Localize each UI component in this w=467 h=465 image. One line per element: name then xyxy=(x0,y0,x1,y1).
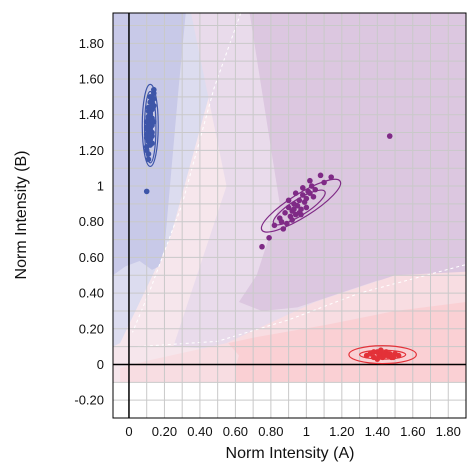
x-axis-label: Norm Intensity (A) xyxy=(226,445,355,462)
decision-region-4 xyxy=(238,13,466,311)
x-tick-label: 0.20 xyxy=(152,424,177,439)
data-point-series-1 xyxy=(321,179,327,186)
x-tick-label: 1.20 xyxy=(329,424,354,439)
data-point-series-1 xyxy=(310,193,317,200)
data-point-series-1 xyxy=(303,195,310,202)
x-tick-label: 1.40 xyxy=(365,424,390,439)
y-tick-label: 0.40 xyxy=(79,286,104,301)
data-point-series-1 xyxy=(300,192,306,198)
data-point-series-1 xyxy=(307,177,313,184)
data-point-series-0 xyxy=(147,99,154,106)
data-point-series-0 xyxy=(150,86,157,93)
data-point-series-1 xyxy=(289,217,295,223)
data-point-series-1 xyxy=(278,218,285,225)
x-tick-label: 0.60 xyxy=(223,424,248,439)
data-point-series-1 xyxy=(317,172,324,179)
data-point-series-1 xyxy=(308,183,315,189)
data-point-series-0 xyxy=(145,151,152,157)
data-point-series-1 xyxy=(280,226,287,232)
data-point-series-1 xyxy=(266,235,272,241)
data-point-series-1 xyxy=(296,197,303,204)
grid-lines xyxy=(113,13,467,418)
data-point-series-2 xyxy=(390,354,397,361)
data-point-series-0 xyxy=(147,110,154,116)
data-point-series-1 xyxy=(300,185,306,191)
data-point-series-1 xyxy=(386,133,393,139)
data-point-series-0 xyxy=(149,115,155,122)
data-point-series-2 xyxy=(378,347,384,354)
y-tick-label: 1.20 xyxy=(79,143,104,158)
data-point-series-1 xyxy=(328,174,334,180)
x-tick-labels: 0 0.20 0.40 0.60 0.80 1 1.20 1.40 1.60 1.80 xyxy=(125,424,461,439)
data-point-series-2 xyxy=(395,352,402,359)
data-point-series-1 xyxy=(298,211,304,218)
y-tick-label: 1.80 xyxy=(79,36,104,51)
y-tick-label: 1.40 xyxy=(79,107,104,122)
y-axis-label: Norm Intensity (B) xyxy=(13,151,30,280)
data-point-series-2 xyxy=(374,356,381,362)
data-point-series-0 xyxy=(145,122,152,129)
data-point-series-0 xyxy=(147,133,154,139)
data-point-series-1 xyxy=(285,204,292,211)
confidence-ellipse-5 xyxy=(348,345,417,365)
data-point-series-1 xyxy=(284,220,290,227)
data-point-series-1 xyxy=(307,190,313,196)
decision-region-6 xyxy=(228,302,466,383)
data-point-series-0 xyxy=(145,104,152,111)
data-point-series-2 xyxy=(370,349,377,355)
x-tick-label: 0 xyxy=(125,424,132,439)
y-tick-label: 0.20 xyxy=(79,321,104,336)
data-point-series-1 xyxy=(285,197,292,204)
data-point-series-0 xyxy=(147,142,154,148)
data-point-series-1 xyxy=(271,222,278,229)
y-tick-label: 1 xyxy=(97,179,104,194)
data-point-series-1 xyxy=(291,206,297,213)
y-tick-label: 1.60 xyxy=(79,72,104,87)
data-point-series-0 xyxy=(145,156,152,163)
data-point-series-0 xyxy=(143,188,150,195)
data-point-series-0 xyxy=(150,95,157,102)
x-tick-label: 1 xyxy=(303,424,310,439)
x-tick-label: 0.80 xyxy=(258,424,283,439)
zero-axes xyxy=(113,13,466,418)
data-points xyxy=(143,86,402,362)
y-tick-label: 0.80 xyxy=(79,214,104,229)
y-tick-labels: -0.20 0 0.20 0.40 0.60 0.80 1 1.20 1.40 1.60 1.80 xyxy=(74,36,104,408)
y-tick-label: 0.60 xyxy=(79,250,104,265)
y-tick-label: -0.20 xyxy=(74,393,104,408)
data-point-series-1 xyxy=(292,190,299,196)
x-tick-label: 0.40 xyxy=(187,424,212,439)
data-point-series-1 xyxy=(282,210,288,216)
plot-frame xyxy=(112,12,467,419)
data-point-series-1 xyxy=(259,243,265,250)
data-point-series-2 xyxy=(385,352,391,359)
confidence-ellipse-1 xyxy=(141,83,159,168)
data-point-series-1 xyxy=(312,186,319,193)
x-tick-label: 1.80 xyxy=(436,424,461,439)
data-point-series-1 xyxy=(303,204,310,211)
y-tick-label: 0 xyxy=(97,357,104,372)
x-tick-label: 1.60 xyxy=(400,424,425,439)
data-point-series-1 xyxy=(294,202,301,209)
